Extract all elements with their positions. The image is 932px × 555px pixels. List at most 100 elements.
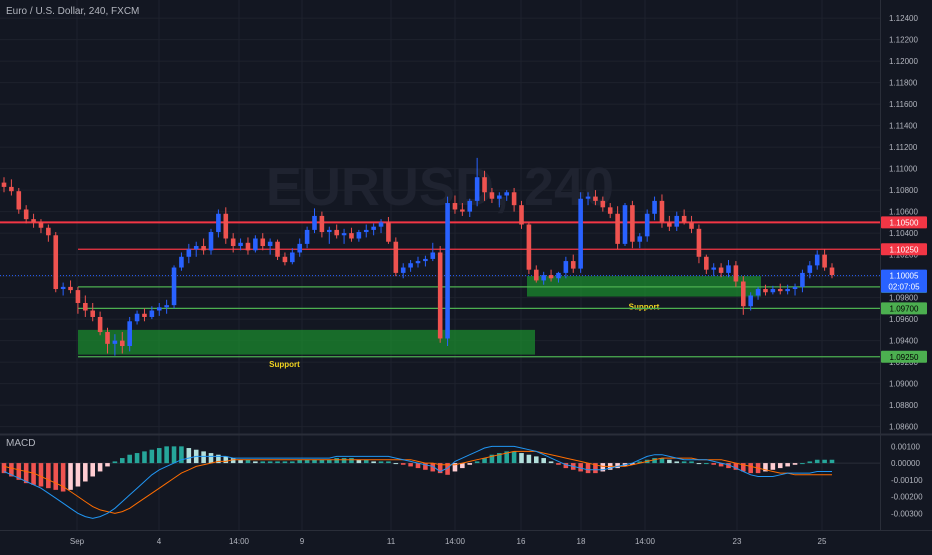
- candle[interactable]: [90, 303, 96, 322]
- level-price-tag[interactable]: [881, 302, 927, 315]
- candle[interactable]: [785, 284, 790, 295]
- candle[interactable]: [201, 238, 206, 255]
- candle[interactable]: [164, 299, 169, 314]
- candle[interactable]: [726, 260, 731, 278]
- candle[interactable]: [275, 239, 280, 260]
- candlestick-series[interactable]: [1, 157, 835, 356]
- candle[interactable]: [38, 219, 44, 234]
- candle[interactable]: [75, 286, 81, 314]
- candle[interactable]: [415, 256, 421, 268]
- candle[interactable]: [400, 263, 406, 279]
- candle[interactable]: [179, 252, 184, 271]
- candle[interactable]: [615, 206, 620, 250]
- candle[interactable]: [718, 263, 724, 278]
- candle[interactable]: [578, 192, 583, 273]
- candle[interactable]: [53, 232, 59, 293]
- candle[interactable]: [526, 222, 532, 274]
- candle[interactable]: [171, 265, 177, 309]
- candle[interactable]: [689, 215, 694, 234]
- candle[interactable]: [644, 209, 650, 242]
- candle[interactable]: [230, 233, 236, 253]
- candle[interactable]: [570, 254, 576, 273]
- price-axis[interactable]: 1.12400 1.12200 1.12000 1.11800 1.11600 1.114…: [881, 14, 927, 518]
- candle[interactable]: [304, 226, 310, 249]
- candle[interactable]: [23, 205, 29, 224]
- candle[interactable]: [378, 219, 384, 234]
- candle[interactable]: [349, 227, 354, 242]
- candle[interactable]: [134, 310, 140, 325]
- candle[interactable]: [733, 261, 739, 287]
- candle[interactable]: [792, 283, 798, 296]
- candle[interactable]: [829, 263, 835, 279]
- candle[interactable]: [770, 285, 776, 295]
- candle[interactable]: [149, 306, 155, 320]
- candle[interactable]: [711, 263, 717, 277]
- candle[interactable]: [83, 295, 88, 317]
- candle[interactable]: [430, 242, 436, 262]
- candle[interactable]: [371, 223, 376, 236]
- candle[interactable]: [511, 187, 517, 212]
- level-price-tag[interactable]: [881, 243, 927, 256]
- candle[interactable]: [423, 255, 428, 267]
- candle[interactable]: [748, 292, 753, 311]
- candle[interactable]: [807, 261, 813, 279]
- candle[interactable]: [282, 252, 288, 266]
- candle[interactable]: [31, 213, 36, 228]
- candle[interactable]: [193, 241, 199, 257]
- candle[interactable]: [445, 196, 450, 346]
- candle[interactable]: [105, 327, 110, 354]
- candle[interactable]: [223, 207, 229, 244]
- level-price-tag[interactable]: [881, 350, 927, 363]
- candle[interactable]: [408, 260, 413, 272]
- candle[interactable]: [97, 311, 103, 336]
- candle[interactable]: [652, 196, 657, 221]
- candle[interactable]: [563, 256, 569, 279]
- candle[interactable]: [504, 190, 510, 201]
- candle[interactable]: [600, 196, 606, 212]
- candle[interactable]: [800, 269, 805, 293]
- candle[interactable]: [1, 177, 7, 193]
- candle[interactable]: [334, 224, 339, 239]
- candle[interactable]: [356, 229, 362, 242]
- candle[interactable]: [777, 283, 783, 295]
- candle[interactable]: [186, 243, 192, 264]
- candle[interactable]: [297, 238, 303, 257]
- candle[interactable]: [363, 224, 369, 238]
- candle[interactable]: [474, 157, 480, 207]
- candle[interactable]: [245, 237, 251, 255]
- candle[interactable]: [497, 192, 502, 208]
- candle[interactable]: [755, 286, 761, 300]
- candle[interactable]: [119, 332, 125, 354]
- candle[interactable]: [60, 282, 66, 296]
- candle[interactable]: [467, 198, 473, 217]
- level-price-tag[interactable]: [881, 216, 927, 229]
- candle[interactable]: [548, 269, 554, 282]
- candle[interactable]: [437, 246, 443, 343]
- candle[interactable]: [822, 249, 827, 271]
- candle[interactable]: [112, 334, 118, 356]
- candle[interactable]: [341, 228, 347, 244]
- candle[interactable]: [489, 187, 495, 204]
- level-lines[interactable]: [0, 221, 880, 358]
- candle[interactable]: [9, 179, 14, 196]
- candle[interactable]: [68, 280, 73, 294]
- candle[interactable]: [674, 211, 680, 231]
- candle[interactable]: [127, 316, 132, 352]
- candle[interactable]: [319, 211, 325, 238]
- candle[interactable]: [393, 237, 399, 277]
- candle[interactable]: [208, 228, 214, 255]
- candle[interactable]: [681, 209, 687, 225]
- candle[interactable]: [533, 265, 539, 283]
- candle[interactable]: [386, 217, 391, 244]
- macd-pane[interactable]: [0, 445, 880, 519]
- candle[interactable]: [622, 203, 628, 247]
- current-price-tag[interactable]: [881, 269, 927, 293]
- candle[interactable]: [763, 284, 768, 296]
- candle[interactable]: [637, 233, 643, 249]
- candle[interactable]: [541, 271, 546, 285]
- candle[interactable]: [585, 192, 591, 206]
- candle[interactable]: [312, 208, 317, 234]
- candle[interactable]: [519, 200, 524, 229]
- candle[interactable]: [326, 226, 332, 244]
